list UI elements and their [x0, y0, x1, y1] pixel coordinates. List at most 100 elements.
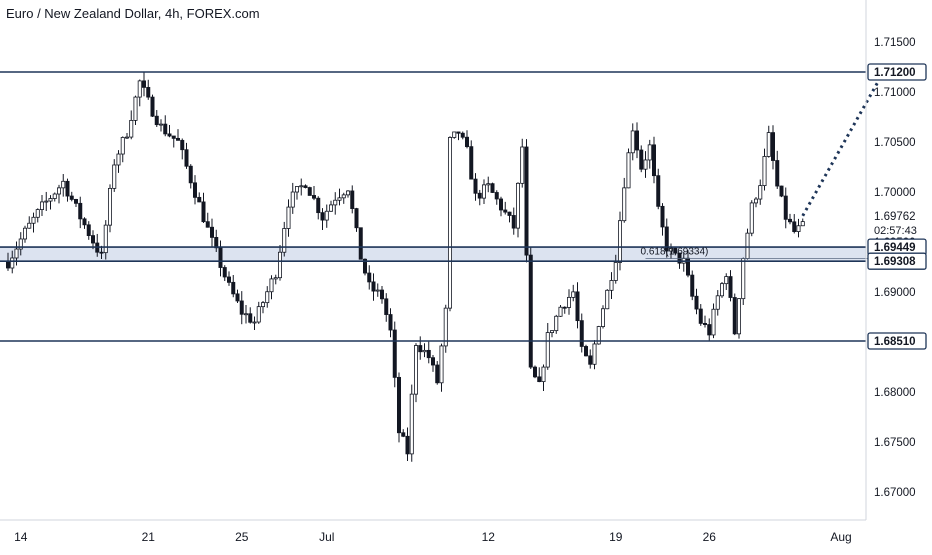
candle-body — [469, 146, 474, 180]
candle-body — [188, 165, 193, 184]
candle-body — [371, 281, 376, 292]
last-price-label: 1.69762 — [874, 211, 916, 223]
candle-body — [792, 221, 797, 232]
candle-body — [307, 187, 312, 196]
y-tick-label: 1.71500 — [874, 37, 916, 49]
candle-body — [490, 183, 495, 193]
candle-body — [507, 211, 512, 216]
candle-body — [558, 306, 563, 317]
x-tick-label: 14 — [14, 530, 28, 544]
candle-body — [545, 332, 550, 368]
candle-body — [65, 180, 70, 197]
candle-body — [520, 146, 525, 184]
candle-body — [524, 146, 529, 256]
candle-body — [405, 435, 410, 455]
candle-body — [588, 355, 593, 365]
candle-body — [418, 345, 423, 353]
fib-label: 0.618(1.69334) — [641, 247, 709, 258]
candle-body — [243, 313, 248, 316]
candle-body — [384, 298, 389, 315]
candle-body — [22, 227, 27, 240]
candle-body — [282, 228, 287, 253]
candle-body — [503, 209, 508, 213]
countdown-label: 02:57:43 — [874, 225, 917, 237]
candle-body — [375, 289, 380, 292]
candle-body — [239, 300, 244, 315]
candle-body — [630, 130, 635, 154]
candle-body — [494, 192, 499, 200]
candle-body — [209, 226, 214, 238]
candle-body — [605, 289, 610, 310]
candle-body — [541, 366, 546, 383]
candle-body — [567, 296, 572, 308]
y-tick-label: 1.69000 — [874, 287, 916, 299]
candle-body — [201, 201, 206, 223]
candle-body — [677, 252, 682, 264]
candle-body — [40, 201, 45, 210]
y-tick-label: 1.68000 — [874, 387, 916, 399]
x-tick-label: Jul — [319, 530, 334, 544]
candle-body — [766, 132, 771, 157]
candle-body — [452, 131, 457, 138]
candle-body — [260, 302, 265, 308]
candle-body — [78, 202, 83, 220]
candle-body — [447, 137, 452, 309]
candle-body — [154, 115, 159, 126]
candle-body — [82, 218, 87, 226]
candle-body — [48, 198, 53, 202]
x-tick-label: 25 — [235, 530, 249, 544]
candle-body — [44, 200, 49, 203]
candle-body — [205, 221, 210, 228]
y-tick-label: 1.70000 — [874, 187, 916, 199]
candle-body — [435, 364, 440, 384]
candle-body — [613, 262, 618, 281]
candle-body — [163, 123, 168, 135]
candle-body — [222, 267, 227, 278]
candle-body — [486, 183, 491, 186]
candle-body — [656, 175, 661, 207]
level-label: 1.69449 — [874, 242, 916, 254]
candle-body — [647, 144, 652, 161]
candle-body — [481, 184, 486, 199]
candle-body — [273, 277, 278, 280]
candle-body — [571, 291, 576, 298]
candle-body — [707, 324, 712, 336]
candle-body — [337, 197, 342, 201]
candles-layer — [6, 71, 805, 462]
level-label-box — [867, 332, 927, 350]
candle-body — [112, 164, 117, 189]
candle-body — [596, 326, 601, 345]
level-label-box — [867, 63, 927, 81]
candle-body — [286, 206, 291, 229]
candle-body — [362, 258, 367, 274]
x-tick-label: 19 — [609, 530, 623, 544]
candle-body — [579, 320, 584, 347]
candle-body — [758, 185, 763, 200]
support-zone — [0, 247, 866, 262]
candle-body — [167, 133, 172, 137]
candle-body — [618, 220, 623, 263]
candle-body — [74, 198, 79, 204]
support-zone-layer — [0, 247, 866, 262]
candle-body — [171, 135, 176, 139]
candle-body — [341, 194, 346, 199]
candle-body — [277, 251, 282, 279]
candle-body — [741, 258, 746, 300]
candle-body — [91, 235, 96, 244]
candle-body — [703, 322, 708, 325]
candle-body — [303, 185, 308, 188]
candle-body — [103, 224, 108, 254]
candle-body — [724, 276, 729, 285]
candle-body — [533, 366, 538, 378]
candle-body — [61, 180, 66, 189]
candle-body — [622, 187, 627, 222]
candle-body — [698, 308, 703, 324]
candle-body — [316, 197, 321, 214]
candle-body — [226, 276, 231, 283]
candle-body — [796, 225, 801, 232]
level-label: 1.69308 — [874, 256, 916, 268]
candle-body — [197, 196, 202, 203]
x-tick-label: Aug — [830, 530, 851, 544]
